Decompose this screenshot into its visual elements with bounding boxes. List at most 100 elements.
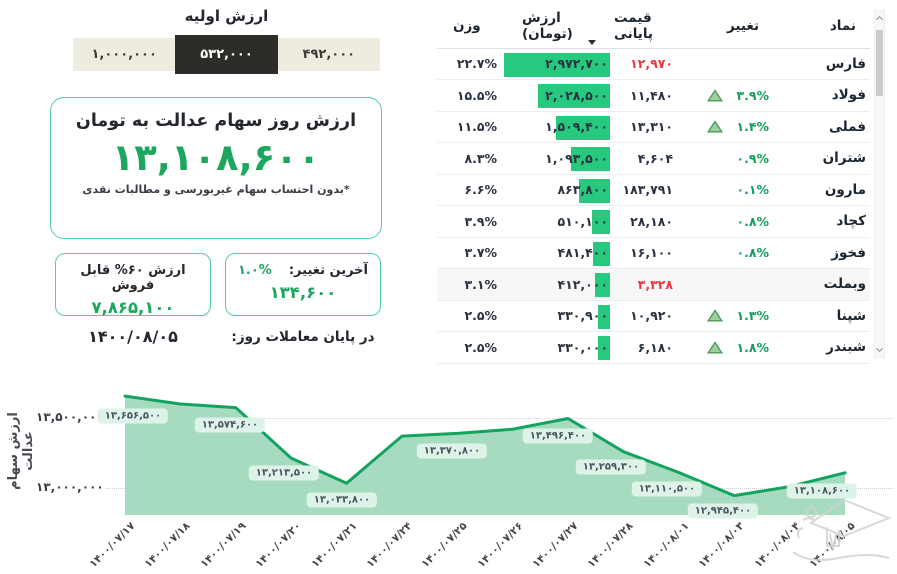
last-change-card: آخرین تغییر: ۱.۰% ۱۳۴,۶۰۰ (225, 253, 381, 316)
data-point-label: ۱۳,۶۵۶,۵۰۰ (97, 408, 169, 424)
holdings-table: نماد تغییر قیمت پایانی ارزش (تومان) وزن … (437, 4, 870, 364)
table-row[interactable]: فخوز ۰.۸% ۱۶,۱۰۰ ۴۸۱,۴۰۰ ۳.۷% (437, 237, 870, 269)
table-scrollbar[interactable] (874, 10, 885, 358)
table-row[interactable]: فملی ۱.۴% ۱۳,۳۱۰ ۱,۵۰۹,۴۰۰ ۱۱.۵% (437, 111, 870, 143)
today-value-note: *بدون احتساب سهام غیربورسی و مطالبات نقد… (82, 183, 350, 196)
value-history-chart: ارزش سهام عدالت ۱۳,۵۰۰,۰۰۰ ۱۳,۰۰۰,۰۰۰ ۱۳… (0, 370, 897, 574)
change-cell: ۳.۹% (687, 79, 785, 112)
table-row[interactable]: شپنا ۱.۳% ۱۰,۹۲۰ ۳۳۰,۹۰۰ ۲.۵% (437, 300, 870, 332)
initial-value-option-1[interactable]: ۵۳۲,۰۰۰ (175, 35, 278, 74)
last-change-amount: ۱۳۴,۶۰۰ (269, 283, 337, 302)
change-percent: ۰.۸% (736, 213, 769, 229)
change-cell (687, 268, 785, 301)
change-cell: ۱.۴% (687, 111, 785, 143)
change-percent: ۰.۸% (736, 245, 769, 261)
up-triangle-icon (707, 88, 724, 102)
table-row[interactable]: مارون ۰.۱% ۱۸۳,۷۹۱ ۸۶۳,۸۰۰ ۶.۶% (437, 174, 870, 206)
table-row[interactable]: فارس ۱۲,۹۷۰ ۲,۹۷۲,۷۰۰ ۲۲.۷% (437, 48, 870, 80)
scroll-down-icon[interactable] (875, 344, 884, 353)
value-bar (538, 84, 610, 108)
change-cell: ۰.۸% (687, 237, 785, 269)
trend-line (123, 394, 847, 498)
table-row[interactable]: کچاد ۰.۸% ۲۸,۱۸۰ ۵۱۰,۱۰۰ ۳.۹% (437, 205, 870, 238)
closing-price-cell: ۲۸,۱۸۰ (612, 205, 687, 238)
column-header-change[interactable]: تغییر (687, 4, 785, 49)
value-cell: ۱,۰۹۳,۵۰۰ (500, 142, 612, 175)
value-cell: ۲,۹۷۲,۷۰۰ (500, 48, 612, 80)
change-cell (687, 48, 785, 80)
symbol-cell: فارس (785, 48, 870, 80)
sellable-value-card: ارزش ۶۰% قابل فروش ۷,۸۶۵,۱۰۰ (55, 253, 211, 317)
initial-value-option-2[interactable]: ۴۹۲,۰۰۰ (302, 47, 356, 62)
scroll-up-icon[interactable] (875, 15, 884, 24)
value-amount: ۴۸۱,۴۰۰ (557, 245, 608, 261)
data-point-label: ۱۳,۲۵۹,۳۰۰ (575, 459, 647, 475)
value-amount: ۸۶۳,۸۰۰ (557, 182, 608, 198)
initial-value-title: ارزش اولیه (184, 7, 269, 25)
change-percent: ۱.۳% (736, 308, 769, 324)
report-date: ۱۴۰۰/۰۸/۰۵ (88, 327, 178, 346)
symbol-cell: فخوز (785, 237, 870, 269)
change-percent: ۰.۱% (736, 182, 769, 198)
last-change-label: آخرین تغییر: (288, 263, 368, 278)
value-amount: ۲,۹۷۲,۷۰۰ (545, 56, 608, 72)
data-point-label: ۱۳,۵۷۴,۶۰۰ (194, 417, 266, 433)
change-percent: ۱.۸% (736, 339, 769, 355)
change-percent: ۱.۴% (736, 119, 769, 135)
column-header-weight[interactable]: وزن (437, 4, 500, 49)
initial-value-option-0[interactable]: ۱,۰۰۰,۰۰۰ (91, 47, 157, 62)
weight-cell: ۳.۹% (437, 205, 500, 238)
data-point-label: ۱۳,۱۰۸,۶۰۰ (786, 483, 858, 499)
weight-cell: ۶.۶% (437, 174, 500, 206)
end-of-day-caption: در پایان معاملات روز: (231, 329, 375, 345)
value-amount: ۳۳۰,۰۰۰ (557, 339, 608, 355)
weight-cell: ۲.۵% (437, 300, 500, 332)
value-bar (579, 178, 610, 203)
data-point-label: ۱۳,۴۹۶,۴۰۰ (522, 428, 594, 444)
symbol-cell: مارون (785, 174, 870, 206)
change-cell: ۱.۳% (687, 300, 785, 332)
change-cell: ۱.۸% (687, 331, 785, 364)
table-row[interactable]: فولاد ۳.۹% ۱۱,۴۸۰ ۲,۰۲۸,۵۰۰ ۱۵.۵% (437, 79, 870, 112)
closing-price-cell: ۳,۳۲۸ (612, 268, 687, 301)
change-cell: ۰.۱% (687, 174, 785, 206)
weight-cell: ۳.۱% (437, 268, 500, 301)
closing-price-cell: ۱۰,۹۲۰ (612, 300, 687, 332)
column-header-close[interactable]: قیمت پایانی (612, 4, 687, 49)
initial-value-toggle: ۱,۰۰۰,۰۰۰ ۵۳۲,۰۰۰ ۴۹۲,۰۰۰ (73, 35, 380, 74)
sellable-value-label: ارزش ۶۰% قابل فروش (80, 263, 186, 293)
symbol-cell: شبندر (785, 331, 870, 364)
last-change-percent: ۱.۰% (238, 263, 272, 278)
value-amount: ۱,۵۰۹,۴۰۰ (545, 119, 608, 135)
up-triangle-icon (707, 340, 724, 354)
column-header-symbol[interactable]: نماد (785, 4, 870, 49)
weight-cell: ۸.۳% (437, 142, 500, 175)
value-cell: ۴۸۱,۴۰۰ (500, 237, 612, 269)
value-bar (504, 52, 610, 77)
value-cell: ۳۳۰,۹۰۰ (500, 300, 612, 332)
column-header-value[interactable]: ارزش (تومان) (500, 4, 612, 49)
table-row[interactable]: شتران ۰.۹% ۴,۶۰۴ ۱,۰۹۳,۵۰۰ ۸.۳% (437, 142, 870, 175)
change-percent: ۰.۹% (736, 150, 769, 166)
data-point-label: ۱۳,۰۳۳,۸۰۰ (306, 492, 378, 508)
scrollbar-thumb[interactable] (876, 30, 883, 96)
value-bar (556, 115, 610, 140)
value-bar (598, 336, 610, 360)
table-header-row: نماد تغییر قیمت پایانی ارزش (تومان) وزن (437, 4, 870, 49)
table-row[interactable]: وبملت ۳,۳۲۸ ۴۱۲,۰۰۰ ۳.۱% (437, 268, 870, 301)
change-percent: ۳.۹% (736, 87, 769, 103)
value-amount: ۲,۰۲۸,۵۰۰ (545, 87, 608, 103)
y-tick-13000000: ۱۳,۰۰۰,۰۰۰ (36, 480, 104, 494)
today-value-card: ارزش روز سهام عدالت به تومان ۱۳,۱۰۸,۶۰۰ … (50, 97, 382, 239)
closing-price-cell: ۶,۱۸۰ (612, 331, 687, 364)
column-header-value-label: ارزش (تومان) (522, 9, 573, 42)
value-amount: ۱,۰۹۳,۵۰۰ (545, 150, 608, 166)
value-bar (571, 147, 610, 171)
today-value-amount: ۱۳,۱۰۸,۶۰۰ (111, 136, 321, 179)
table-row[interactable]: شبندر ۱.۸% ۶,۱۸۰ ۳۳۰,۰۰۰ ۲.۵% (437, 331, 870, 364)
data-point-label: ۱۳,۱۱۰,۵۰۰ (631, 481, 703, 497)
symbol-cell: کچاد (785, 205, 870, 238)
change-cell: ۰.۸% (687, 205, 785, 238)
data-point-label: ۱۲,۹۴۵,۴۰۰ (687, 503, 759, 519)
